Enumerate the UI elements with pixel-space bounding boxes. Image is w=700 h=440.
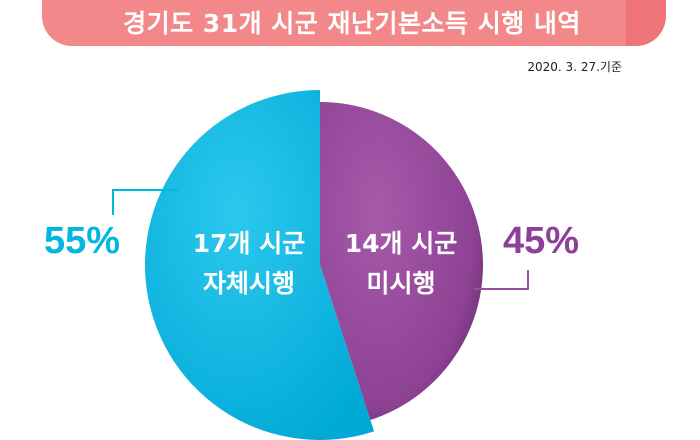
page-title: 경기도 31개 시군 재난기본소득 시행 내역 xyxy=(123,9,581,38)
leader-line-not-implemented xyxy=(474,270,529,290)
slice-label-self-implemented: 17개 시군 자체시행 xyxy=(164,224,334,304)
slice-label-not-implemented: 14개 시군 미시행 xyxy=(326,224,476,304)
pie-slice-not-implemented xyxy=(320,102,484,421)
title-banner xyxy=(42,0,666,46)
percent-label-not-implemented: 45% xyxy=(503,220,580,262)
slice-label-self-line2: 자체시행 xyxy=(202,269,295,298)
leader-line-self-implemented xyxy=(112,189,178,215)
slice-label-not-line2: 미시행 xyxy=(366,269,436,298)
date-caption: 2020. 3. 27.기준 xyxy=(527,60,622,74)
percent-label-self-implemented: 55% xyxy=(44,220,121,262)
slice-label-self-line1: 17개 시군 xyxy=(192,229,306,258)
slice-label-not-line1: 14개 시군 xyxy=(344,229,458,258)
pie-slice-self-implemented xyxy=(145,90,375,440)
